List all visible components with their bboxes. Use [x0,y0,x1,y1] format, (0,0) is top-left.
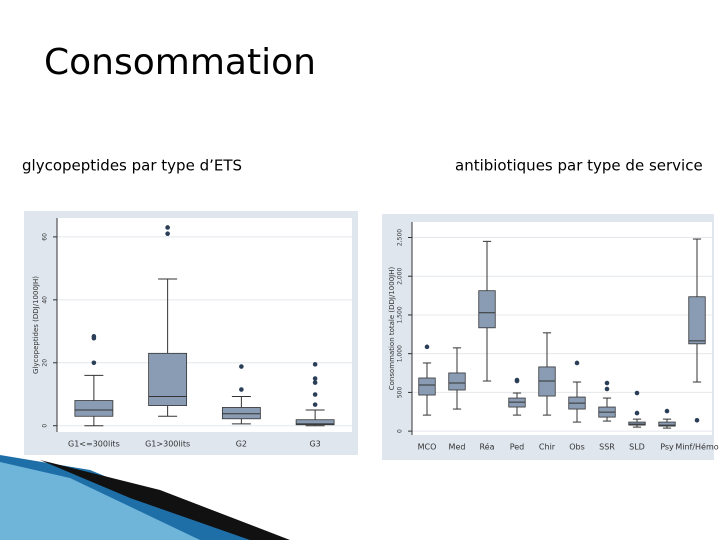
x-tick-label: Ped [510,443,525,452]
outlier [634,410,640,416]
decoration [0,462,200,540]
outlier [312,362,318,367]
outlier [424,344,430,350]
y-axis-label: Glycopeptides (DDJ/1000JH) [32,276,40,374]
box [221,407,261,420]
x-tick-label: Chir [539,443,556,452]
x-tick-label: SSR [599,443,615,452]
y-tick-label: 0 [42,424,49,428]
box [478,290,496,329]
outlier [604,380,610,386]
plot-area [412,222,712,435]
y-tick-label: 1,000 [397,345,404,362]
outlier [165,231,170,237]
box [148,352,188,406]
x-tick-label: Minf/Hémo [675,442,718,452]
box [295,419,335,426]
y-tick-label: 40 [42,296,49,304]
x-tick-label: G1>300lits [145,440,190,449]
outlier [634,390,640,396]
outlier [664,408,670,414]
x-tick-label: G1<=300lits [68,440,120,449]
outlier [312,392,318,397]
x-tick-label: Réa [479,442,494,452]
x-tick-label: MCO [418,443,437,452]
x-tick-label: SLD [629,443,645,452]
outlier [312,402,318,407]
x-tick-label: Obs [569,443,585,452]
x-tick-label: Psy [660,443,674,452]
slide-title: Consommation [44,42,316,83]
y-tick-label: 20 [42,359,49,367]
x-tick-label: G2 [236,440,247,449]
outlier [239,364,244,369]
outlier [91,335,97,341]
box [418,377,436,396]
outlier [514,377,520,383]
box [628,421,646,426]
outlier [312,376,318,381]
box [658,421,676,427]
chart-caption: antibiotiques par type de service [455,157,703,175]
y-tick-label: 1,500 [397,306,404,323]
plot-area [57,218,352,432]
y-axis-label: Consommation totale (DDJ/1000JH) [388,267,396,391]
outlier [239,387,244,392]
outlier [91,360,97,366]
decoration [40,460,290,540]
y-tick-label: 2,500 [397,229,404,246]
y-tick-label: 0 [397,429,404,433]
x-tick-label: G3 [309,440,320,449]
outlier [694,417,700,423]
y-tick-label: 60 [42,233,49,241]
chart-caption: glycopeptides par type d’ETS [22,157,242,175]
outlier [604,386,610,392]
box [448,372,466,391]
outlier [574,360,580,366]
box [688,296,706,345]
y-tick-label: 500 [397,386,404,398]
box [74,400,114,417]
outlier [312,380,318,385]
x-tick-label: Med [449,443,466,452]
y-tick-label: 2,000 [397,267,404,284]
outlier [165,225,170,230]
